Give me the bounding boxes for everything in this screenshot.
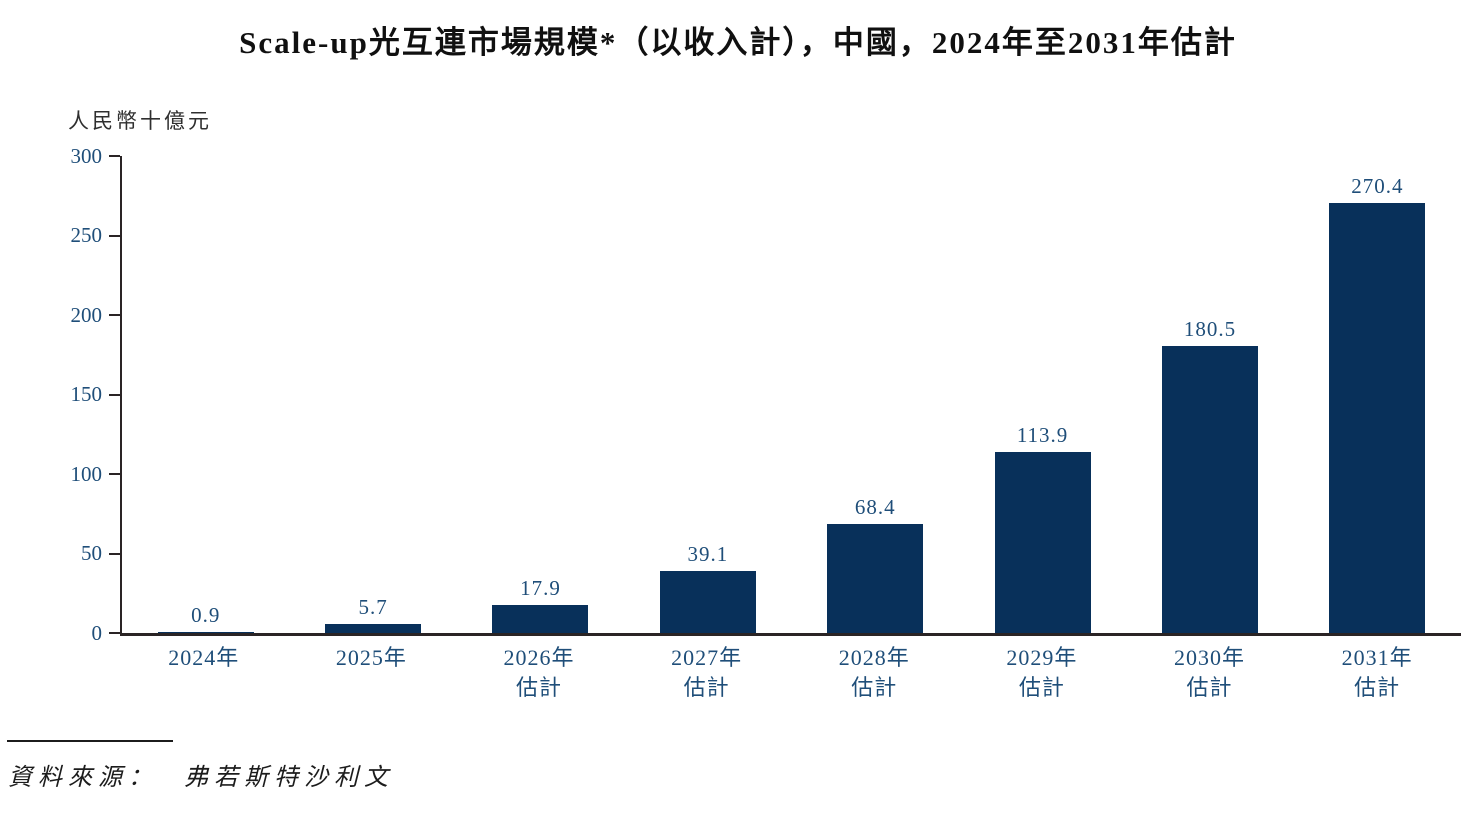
x-axis-label: 2030年估計 (1126, 643, 1294, 703)
x-axis-label-estimate: 估計 (1354, 675, 1401, 700)
bar-value-label: 39.1 (687, 541, 729, 566)
bar (325, 623, 422, 633)
y-tick-label: 50 (81, 541, 102, 565)
bar (492, 604, 589, 633)
x-axis-label-year: 2029年 (1006, 645, 1078, 670)
y-tick-mark (109, 314, 120, 316)
x-axis-label: 2027年估計 (623, 643, 791, 703)
bar-column: 113.9 (959, 156, 1126, 633)
y-tick: 300 (42, 143, 120, 168)
bar-column: 39.1 (624, 156, 791, 633)
x-axis-label-estimate: 估計 (683, 675, 730, 700)
x-axis-label-year: 2031年 (1341, 645, 1413, 670)
chart-title: Scale-up光互連市場規模*（以收入計），中國，2024年至2031年估計 (239, 25, 1237, 60)
y-tick-mark (109, 473, 120, 475)
source-label: 資料來源： (8, 765, 158, 791)
y-tick-label: 0 (91, 620, 103, 645)
bar (827, 524, 924, 633)
x-axis-labels: 2024年 2025年 2026年 估計 2027年 估計 2028年 估計 2029年 估計 20… (120, 643, 1461, 703)
plot-area: 0 50 100 150 200 250 300 0.9 5.7 17.9 39.1 68.4 113… (71, 144, 1461, 645)
y-tick-mark (109, 234, 120, 237)
bar-value-label: 68.4 (854, 495, 896, 520)
x-axis-label-estimate: 估計 (1018, 675, 1065, 700)
x-axis-label-estimate: 估計 (1186, 675, 1233, 700)
bar (1161, 346, 1258, 633)
x-axis-label: 2031年估計 (1293, 643, 1461, 703)
y-tick-label: 300 (70, 143, 103, 168)
y-tick-label: 100 (70, 461, 103, 486)
y-tick-mark (109, 632, 120, 634)
bar-value-label: 270.4 (1351, 174, 1404, 199)
x-axis-label-year: 2024年 (168, 645, 240, 670)
x-axis-label: 2025年 (288, 643, 456, 703)
y-tick-mark (109, 155, 120, 157)
y-tick: 150 (42, 382, 120, 406)
bar-value-label: 17.9 (520, 575, 561, 600)
bar-value-label: 113.9 (1016, 422, 1069, 447)
x-axis-label-year: 2025年 (335, 645, 407, 670)
y-tick: 50 (42, 541, 120, 565)
footnote-rule (7, 740, 173, 742)
y-tick: 200 (42, 302, 120, 327)
y-tick-label: 250 (70, 223, 103, 247)
y-tick-label: 150 (70, 382, 103, 406)
y-tick: 100 (42, 461, 120, 486)
y-axis-unit-label: 人民幣十億元 (68, 109, 212, 133)
y-tick-mark (109, 393, 120, 396)
bar-column: 17.9 (457, 156, 624, 633)
bar-value-label: 0.9 (191, 602, 221, 627)
bar-column: 5.7 (289, 156, 456, 633)
x-axis-label: 2028年估計 (791, 643, 959, 703)
y-tick-label: 200 (70, 302, 103, 327)
bars-container: 0.9 5.7 17.9 39.1 68.4 113.9 180.5 270.4 (122, 156, 1461, 633)
source-text: 弗若斯特沙利文 (184, 765, 394, 791)
bar (659, 570, 756, 633)
bar-column: 270.4 (1294, 156, 1461, 633)
x-axis-label-year: 2030年 (1174, 645, 1246, 670)
x-axis-label-estimate: 估計 (851, 675, 898, 700)
x-axis-label-year: 2026年 (503, 645, 575, 670)
bar (994, 451, 1091, 633)
bar-column: 0.9 (122, 156, 289, 633)
bar (1329, 203, 1426, 633)
bar (157, 631, 254, 633)
x-axis-label-estimate: 估計 (516, 675, 563, 700)
x-axis-label-year: 2028年 (838, 645, 910, 670)
y-tick: 0 (42, 620, 120, 645)
bar-value-label: 180.5 (1183, 317, 1237, 342)
bar-column: 68.4 (792, 156, 959, 633)
x-axis-label-year: 2027年 (671, 645, 743, 670)
x-axis-label: 2026年估計 (455, 643, 623, 703)
y-tick: 250 (42, 223, 120, 247)
x-axis-label: 2024年 (120, 643, 288, 703)
bar-value-label: 5.7 (358, 594, 388, 619)
bar-column: 180.5 (1126, 156, 1293, 633)
x-axis-label: 2029年估計 (958, 643, 1126, 703)
source-note: 資料來源： 弗若斯特沙利文 (8, 757, 394, 792)
y-tick-mark (109, 552, 120, 555)
